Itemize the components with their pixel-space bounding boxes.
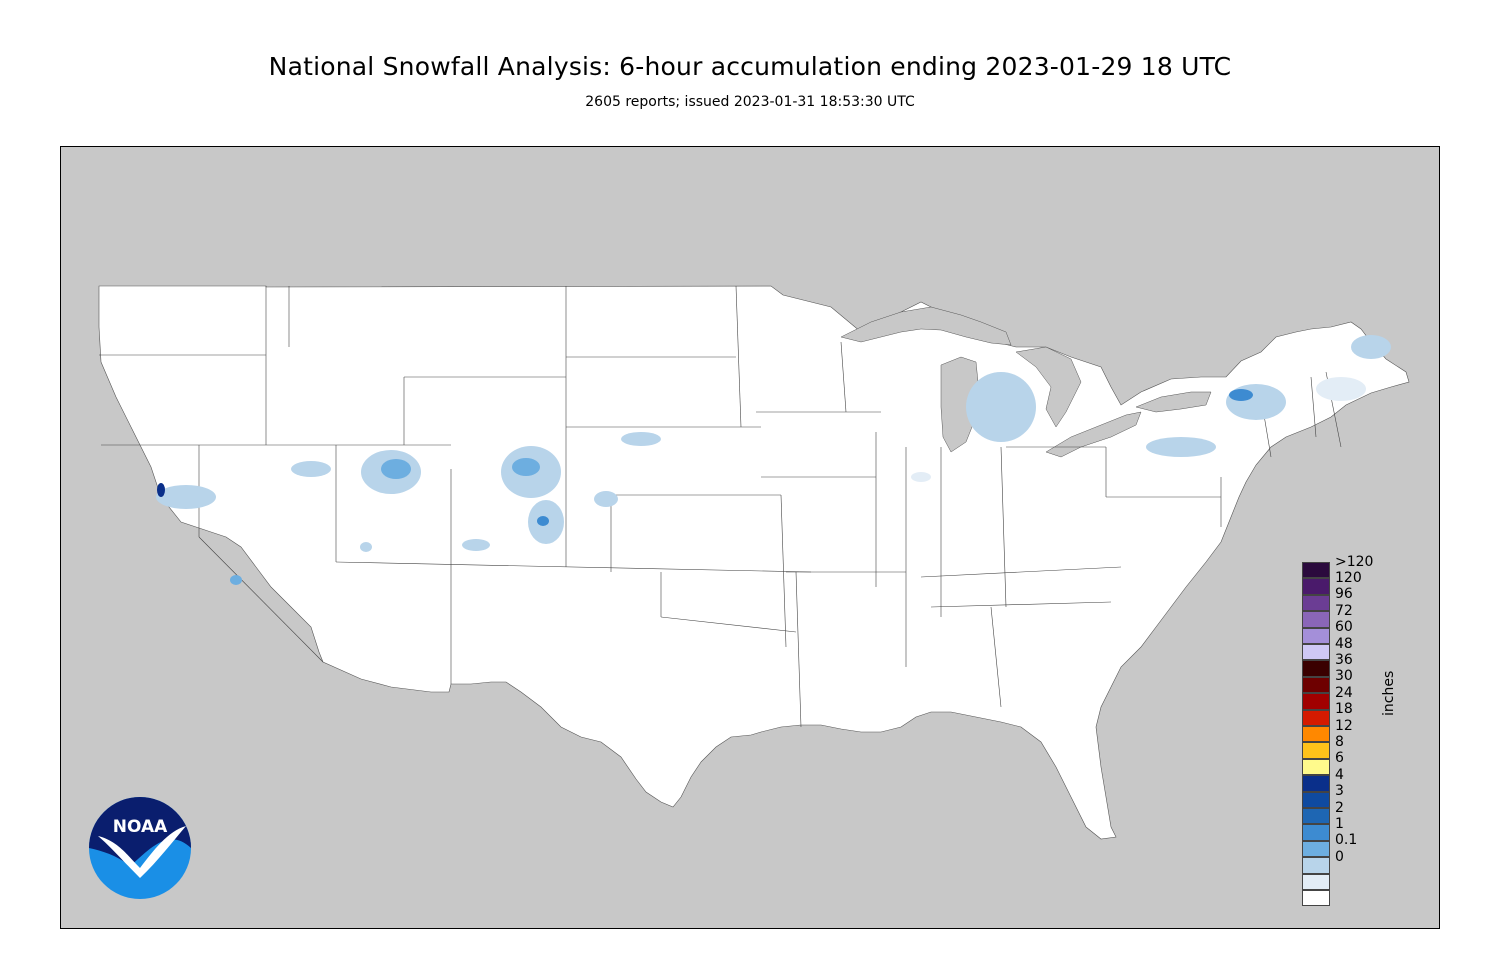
legend-label: 60 — [1335, 619, 1353, 636]
legend-swatch — [1302, 873, 1330, 890]
lake-ontario — [1135, 391, 1212, 413]
legend-label: 2 — [1335, 799, 1344, 816]
legend-swatch — [1302, 594, 1330, 612]
noaa-logo-text: NOAA — [113, 817, 168, 837]
legend-units: inches — [1381, 670, 1397, 716]
conus-landmass — [98, 285, 1410, 840]
legend-swatch — [1302, 676, 1330, 694]
snowfall-overlay — [156, 335, 1391, 585]
noaa-logo-icon: NOAA — [88, 796, 192, 900]
legend-swatch — [1302, 758, 1330, 776]
legend-swatch — [1302, 627, 1330, 644]
legend-label: 3 — [1335, 783, 1344, 800]
legend-label: 72 — [1335, 602, 1353, 619]
legend-label: 6 — [1335, 750, 1344, 767]
legend-label: 0 — [1335, 848, 1344, 865]
legend-label: 24 — [1335, 684, 1353, 701]
legend-label: >120 — [1335, 553, 1374, 570]
legend-swatch — [1302, 578, 1330, 595]
legend-swatch — [1302, 742, 1330, 759]
map-title: National Snowfall Analysis: 6-hour accum… — [268, 52, 1232, 81]
lake-erie — [1045, 411, 1142, 458]
legend-label: 48 — [1335, 635, 1353, 652]
map-subtitle: 2605 reports; issued 2023-01-31 18:53:30… — [585, 94, 915, 110]
legend-swatch — [1302, 808, 1330, 825]
legend-label: 96 — [1335, 586, 1353, 603]
legend-swatch — [1302, 791, 1330, 808]
legend-label: 1 — [1335, 815, 1344, 832]
legend-swatch — [1302, 726, 1330, 743]
legend-swatch — [1302, 693, 1330, 710]
legend-swatch — [1302, 840, 1330, 858]
legend-swatch — [1302, 611, 1330, 628]
lake-superior — [840, 306, 1012, 346]
legend-swatch — [1302, 857, 1330, 874]
legend-label: 120 — [1335, 569, 1362, 586]
lake-huron — [1015, 346, 1082, 428]
legend-swatch — [1302, 709, 1330, 726]
legend-label: 36 — [1335, 651, 1353, 668]
legend-swatch — [1302, 644, 1330, 661]
legend-swatch — [1302, 562, 1330, 579]
legend-label: 8 — [1335, 733, 1344, 750]
legend-swatch — [1302, 824, 1330, 841]
legend-label: 0.1 — [1335, 832, 1358, 849]
legend-swatch — [1302, 890, 1330, 907]
legend-label: 4 — [1335, 766, 1344, 783]
snowfall-map — [60, 146, 1440, 929]
legend-swatch — [1302, 775, 1330, 792]
lake-michigan — [940, 356, 980, 453]
legend-label: 12 — [1335, 717, 1353, 734]
legend-label: 30 — [1335, 668, 1353, 685]
legend-label: 18 — [1335, 701, 1353, 718]
state-borders — [99, 285, 1342, 728]
legend-swatch — [1302, 660, 1330, 677]
